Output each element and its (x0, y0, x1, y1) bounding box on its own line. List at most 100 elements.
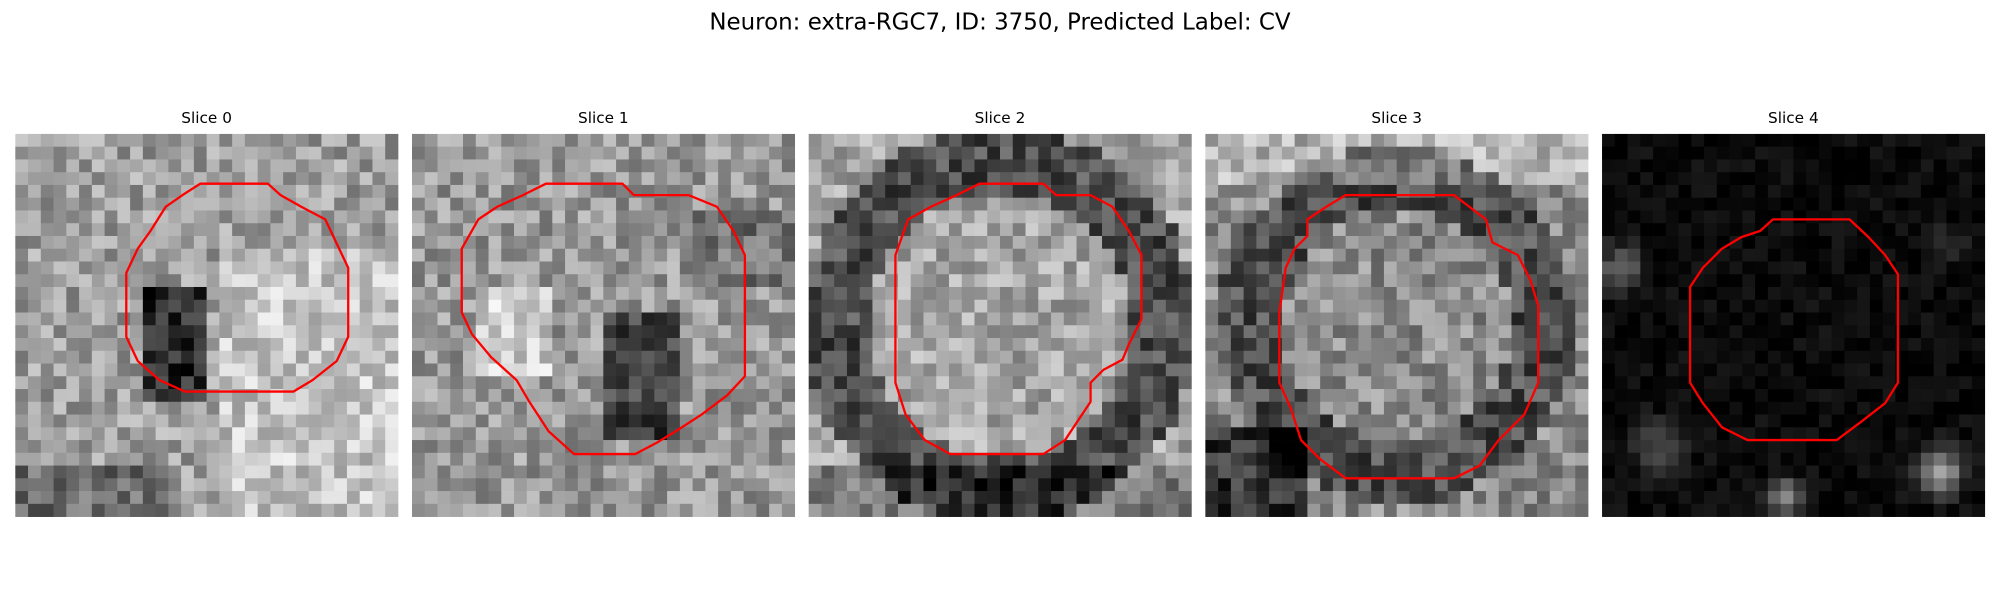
pixel (1230, 389, 1245, 403)
pixel (1857, 210, 1871, 224)
pixel (1422, 146, 1436, 160)
pixel (1818, 427, 1833, 441)
pixel (1959, 223, 1973, 237)
pixel (603, 210, 617, 224)
pixel (117, 401, 131, 415)
pixel (475, 452, 489, 466)
pixel (821, 363, 835, 377)
pixel (834, 401, 848, 415)
pixel (1140, 133, 1154, 148)
pixel (743, 197, 757, 211)
pixel (1178, 210, 1192, 224)
pixel (974, 223, 988, 237)
pixel (1089, 261, 1103, 275)
pixel (552, 197, 566, 211)
pixel (1524, 197, 1538, 211)
pixel (910, 223, 924, 237)
pixel (1434, 389, 1449, 403)
pixel (1882, 286, 1896, 301)
pixel (1012, 427, 1026, 441)
pixel (974, 210, 988, 224)
pixel (79, 286, 93, 301)
pixel (718, 184, 732, 199)
pixel (1332, 210, 1347, 224)
pixel (1383, 376, 1398, 390)
pixel (539, 248, 553, 262)
pixel (450, 427, 464, 441)
pixel (1933, 312, 1947, 326)
pixel (1831, 133, 1845, 148)
pixel (1614, 286, 1628, 301)
pixel (1602, 184, 1616, 199)
pixel (1895, 401, 1909, 415)
pixel (948, 465, 963, 479)
pixel (142, 325, 156, 339)
pixel (923, 401, 937, 415)
pixel (66, 376, 80, 390)
pixel (346, 491, 361, 505)
pixel (1767, 274, 1781, 288)
pixel (206, 312, 220, 326)
pixel (961, 491, 975, 505)
pixel (1640, 363, 1654, 377)
pixel (1716, 465, 1730, 479)
pixel (1946, 338, 1960, 352)
pixel (1000, 159, 1014, 173)
pixel (987, 159, 1001, 173)
pixel (872, 197, 886, 211)
pixel (565, 312, 579, 326)
pixel (1422, 274, 1436, 288)
pixel (1371, 286, 1385, 301)
pixel (257, 325, 271, 339)
pixel (1396, 440, 1410, 454)
pixel (1269, 146, 1283, 160)
pixel (705, 389, 719, 403)
pixel (641, 478, 655, 492)
pixel (1371, 478, 1385, 492)
pixel (1076, 376, 1090, 390)
pixel (1857, 248, 1871, 262)
pixel (628, 503, 642, 517)
pixel (1562, 248, 1576, 262)
pixel (1320, 478, 1334, 492)
pixel (1000, 465, 1014, 479)
pixel (283, 325, 297, 339)
pixel (1653, 235, 1667, 250)
pixel (1063, 223, 1077, 237)
pixel (872, 184, 886, 199)
pixel (424, 146, 438, 160)
pixel (181, 248, 195, 262)
pixel (603, 338, 617, 352)
pixel (1371, 312, 1385, 326)
pixel (1857, 401, 1871, 415)
pixel (1716, 299, 1730, 313)
pixel (667, 389, 681, 403)
pixel (1434, 274, 1449, 288)
pixel (872, 363, 886, 377)
pixel (1665, 478, 1679, 492)
pixel (1307, 274, 1321, 288)
pixel (1383, 427, 1398, 441)
pixel (1971, 491, 1986, 505)
pixel (705, 427, 719, 441)
pixel (270, 248, 284, 262)
pixel (821, 338, 835, 352)
pixel (821, 465, 835, 479)
pixel (616, 350, 630, 364)
pixel (1345, 465, 1359, 479)
pixel (1358, 210, 1372, 224)
pixel (437, 312, 451, 326)
pixel (28, 325, 42, 339)
pixel (654, 465, 668, 479)
pixel (769, 401, 783, 415)
pixel (1256, 274, 1270, 288)
pixel (1971, 478, 1986, 492)
pixel (142, 235, 156, 250)
pixel (616, 503, 630, 517)
pixel (1422, 248, 1436, 262)
pixel (1230, 465, 1245, 479)
pixel (1908, 274, 1922, 288)
pixel (15, 235, 29, 250)
pixel (1562, 491, 1576, 505)
pixel (616, 235, 630, 250)
